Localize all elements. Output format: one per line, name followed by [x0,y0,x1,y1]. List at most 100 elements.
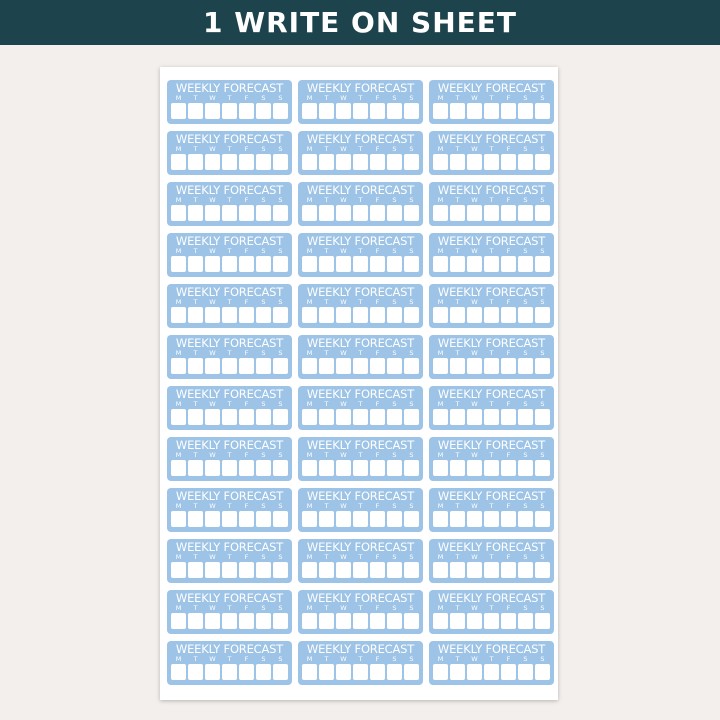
write-in-box [404,664,419,680]
sticker-title: WEEKLY FORECAST [306,132,415,146]
day-label: T [358,349,363,357]
day-label: W [209,400,216,408]
day-label: W [471,400,478,408]
write-in-box [239,613,254,629]
write-in-box [188,511,203,527]
weekly-forecast-sticker: WEEKLY FORECAST M T W T F S S [429,386,554,430]
write-in-box [256,613,271,629]
day-label: T [489,94,494,102]
write-in-box [387,460,402,476]
weekly-forecast-sticker: WEEKLY FORECAST M T W T F S S [429,80,554,124]
sticker-title: WEEKLY FORECAST [306,81,415,95]
write-in-box [273,613,288,629]
day-label: W [340,655,347,663]
weekly-forecast-sticker: WEEKLY FORECAST M T W T F S S [429,437,554,481]
day-label: T [489,502,494,510]
write-in-box [535,664,550,680]
day-label: W [340,298,347,306]
day-label: S [392,553,397,561]
day-label: F [375,94,380,102]
day-label: S [392,94,397,102]
day-label: T [324,502,329,510]
write-in-box [273,154,288,170]
sticker-sheet: WEEKLY FORECAST M T W T F S S WEEKLY FORECAST M T W… [160,67,558,700]
day-label: S [409,94,414,102]
day-label: T [193,451,198,459]
write-in-box [302,256,317,272]
day-label: M [437,451,444,459]
day-label: T [489,247,494,255]
day-label: T [489,604,494,612]
write-in-box [353,562,368,578]
day-label: M [437,94,444,102]
write-in-box [404,409,419,425]
write-in-box [484,358,499,374]
write-in-box [535,103,550,119]
write-in-box [239,460,254,476]
write-in-box [370,409,385,425]
day-label: M [306,604,313,612]
write-in-box [353,307,368,323]
write-in-box [501,358,516,374]
day-label: W [209,247,216,255]
day-label: T [193,196,198,204]
day-label: M [437,145,444,153]
write-in-box [484,154,499,170]
day-label: T [455,451,460,459]
day-label: F [506,298,511,306]
write-in-box [171,358,186,374]
weekly-forecast-sticker: WEEKLY FORECAST M T W T F S S [298,233,423,277]
day-label: S [540,145,545,153]
day-label: F [506,247,511,255]
day-label: S [540,247,545,255]
day-label: M [175,400,182,408]
write-in-box [256,664,271,680]
write-in-box [387,103,402,119]
day-label: M [437,502,444,510]
day-label: S [540,655,545,663]
write-in-box [535,358,550,374]
day-label: S [392,604,397,612]
write-in-box [302,460,317,476]
write-in-box [450,511,465,527]
write-in-box [353,664,368,680]
write-in-box [302,511,317,527]
weekly-forecast-sticker: WEEKLY FORECAST M T W T F S S [167,182,292,226]
write-in-box [484,613,499,629]
write-in-box [256,358,271,374]
day-label: F [506,655,511,663]
day-label: S [540,604,545,612]
weekly-forecast-sticker: WEEKLY FORECAST M T W T F S S [298,590,423,634]
write-in-box [387,511,402,527]
day-label: S [409,502,414,510]
weekly-forecast-sticker: WEEKLY FORECAST M T W T F S S [167,233,292,277]
day-label: S [523,553,528,561]
day-label: S [392,502,397,510]
write-in-box [319,409,334,425]
write-in-box [302,562,317,578]
day-label: T [227,349,232,357]
write-in-box [319,307,334,323]
day-label: S [261,400,266,408]
write-in-box [370,358,385,374]
day-label: T [489,400,494,408]
day-label: T [324,247,329,255]
day-label: S [523,145,528,153]
write-in-box [370,511,385,527]
day-label: S [392,145,397,153]
day-label: W [471,145,478,153]
day-label: S [523,502,528,510]
day-label: T [324,400,329,408]
write-in-box [387,562,402,578]
day-label: W [340,400,347,408]
sticker-title: WEEKLY FORECAST [306,183,415,197]
write-in-box [222,154,237,170]
day-label: S [540,553,545,561]
day-label: T [455,400,460,408]
day-label: F [375,604,380,612]
day-label: S [540,196,545,204]
write-in-box [370,154,385,170]
day-label: T [227,604,232,612]
day-label: T [193,298,198,306]
write-in-box [336,562,351,578]
